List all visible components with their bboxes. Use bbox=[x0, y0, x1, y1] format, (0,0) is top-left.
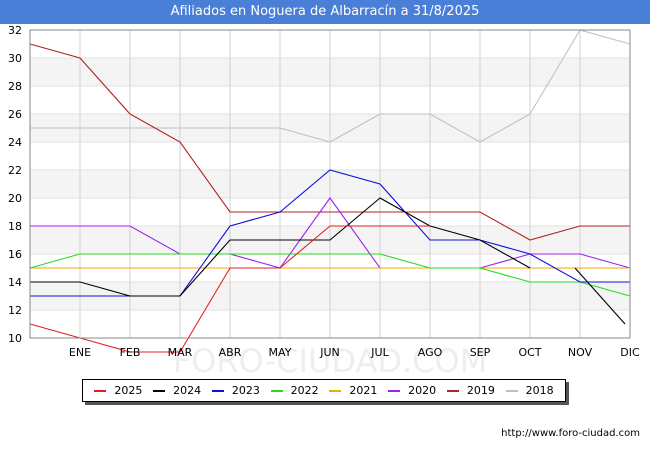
watermark: FORO-CIUDAD.COM bbox=[173, 342, 488, 380]
series-line-2019 bbox=[29, 43, 630, 241]
legend-label: 2018 bbox=[525, 384, 554, 397]
legend-swatch bbox=[94, 389, 107, 392]
y-tick-label: 16 bbox=[8, 248, 22, 261]
x-tick-label: NOV bbox=[568, 346, 593, 359]
legend-swatch bbox=[270, 389, 283, 392]
x-tick-label: JUL bbox=[370, 346, 389, 359]
legend-label: 2025 bbox=[114, 384, 143, 397]
legend-swatch bbox=[505, 389, 518, 392]
legend-swatch bbox=[329, 389, 342, 392]
chart-title: Afiliados en Noguera de Albarracín a 31/… bbox=[0, 0, 650, 24]
x-tick-label: MAY bbox=[269, 346, 292, 359]
series-line-2022 bbox=[29, 253, 631, 297]
legend-label: 2019 bbox=[466, 384, 495, 397]
legend-item-2018: 2018 bbox=[505, 384, 554, 397]
x-tick-label: ABR bbox=[219, 346, 242, 359]
x-axis-ticks: ENE FEB MAR ABR MAY JUN JUL AGO SEP OCT NOV DIC bbox=[69, 346, 640, 359]
series-line-2025 bbox=[29, 225, 430, 353]
y-tick-label: 24 bbox=[8, 136, 22, 149]
x-tick-label: OCT bbox=[518, 346, 541, 359]
x-tick-label: JUN bbox=[319, 346, 340, 359]
legend-item-2019: 2019 bbox=[446, 384, 495, 397]
legend-item-2024: 2024 bbox=[153, 384, 201, 397]
y-tick-label: 26 bbox=[8, 108, 22, 121]
legend-swatch bbox=[211, 389, 224, 392]
source-credit: http://www.foro-ciudad.com bbox=[501, 428, 640, 439]
legend-item-2025: 2025 bbox=[94, 384, 142, 397]
x-tick-label: MAR bbox=[168, 346, 193, 359]
y-tick-label: 28 bbox=[8, 80, 22, 93]
plot-border bbox=[29, 29, 631, 339]
legend-swatch bbox=[446, 389, 459, 392]
legend-label: 2024 bbox=[173, 384, 202, 397]
legend-label: 2021 bbox=[349, 384, 378, 397]
legend-item-2022: 2022 bbox=[270, 384, 319, 397]
legend-swatch bbox=[153, 389, 166, 392]
legend-label: 2023 bbox=[231, 384, 260, 397]
y-tick-label: 14 bbox=[8, 276, 22, 289]
y-tick-label: 22 bbox=[8, 164, 22, 177]
series-line-2018 bbox=[30, 29, 631, 143]
y-tick-label: 10 bbox=[8, 332, 22, 345]
x-tick-label: FEB bbox=[120, 346, 141, 359]
x-tick-label: DIC bbox=[620, 346, 640, 359]
x-tick-label: SEP bbox=[470, 346, 491, 359]
legend: 2025 2024 2023 2022 2021 2020 2019 2018 bbox=[82, 379, 566, 402]
legend-item-2020: 2020 bbox=[388, 384, 436, 397]
legend-item-2023: 2023 bbox=[211, 384, 260, 397]
series-line-2024-extra bbox=[574, 267, 626, 325]
legend-swatch bbox=[388, 389, 401, 392]
series-lines bbox=[29, 29, 631, 353]
y-tick-label: 32 bbox=[8, 24, 22, 37]
y-axis-ticks: 10 12 14 16 18 20 22 24 26 28 30 32 bbox=[8, 24, 22, 345]
y-tick-label: 18 bbox=[8, 220, 22, 233]
legend-label: 2020 bbox=[408, 384, 437, 397]
x-tick-label: ENE bbox=[69, 346, 91, 359]
series-line-2024 bbox=[30, 197, 531, 297]
axes bbox=[29, 29, 631, 339]
legend-item-2021: 2021 bbox=[329, 384, 377, 397]
x-tick-label: AGO bbox=[418, 346, 443, 359]
y-tick-label: 30 bbox=[8, 52, 22, 65]
y-tick-label: 20 bbox=[8, 192, 22, 205]
legend-label: 2022 bbox=[290, 384, 319, 397]
y-tick-label: 12 bbox=[8, 304, 22, 317]
